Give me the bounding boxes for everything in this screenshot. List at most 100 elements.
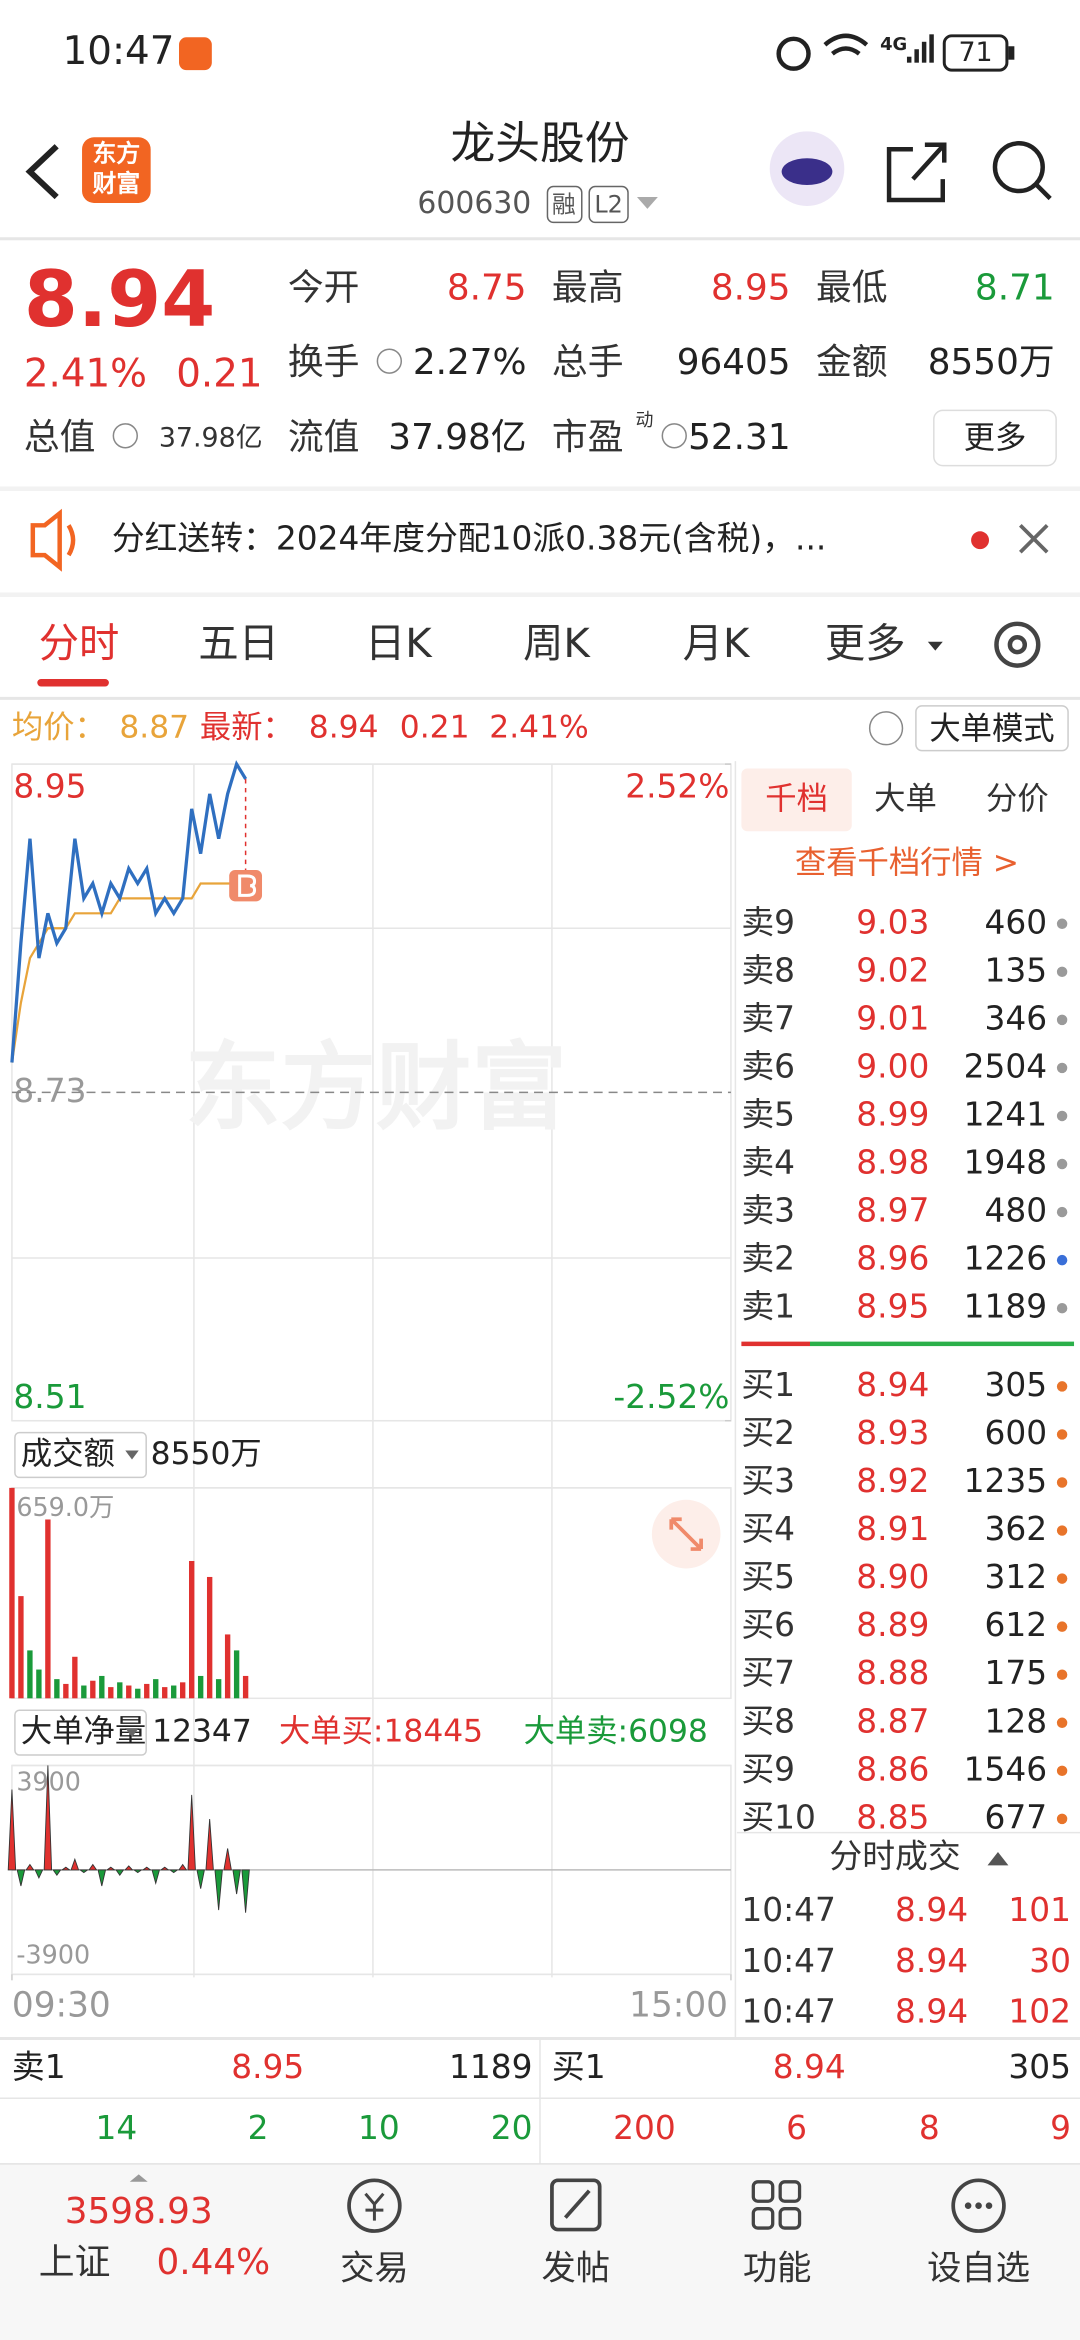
net-spike xyxy=(7,1789,17,1871)
battery-level: 71 xyxy=(958,37,992,68)
big-buy: 大单买:18445 xyxy=(279,1714,483,1750)
settings-icon[interactable] xyxy=(994,621,1041,668)
y-tick-label: 8.73 xyxy=(13,1072,86,1110)
help-icon[interactable] xyxy=(868,711,904,746)
close-button[interactable] xyxy=(1019,523,1049,554)
share-icon[interactable] xyxy=(886,142,947,203)
app-badge xyxy=(179,37,212,71)
field-label: 换手 xyxy=(288,342,360,383)
nav-label: 功能 xyxy=(743,2248,812,2288)
nav-icon[interactable] xyxy=(778,2180,802,2203)
volume-bar xyxy=(108,1687,114,1699)
logo xyxy=(82,137,151,203)
mode-button[interactable] xyxy=(915,705,1069,752)
more-button[interactable] xyxy=(933,409,1057,467)
book-label: 买7 xyxy=(741,1654,795,1692)
net-spike xyxy=(159,1866,170,1871)
book-label: 卖1 xyxy=(741,1288,795,1326)
book-dot xyxy=(1056,918,1068,929)
book-price: 8.88 xyxy=(856,1654,929,1692)
volume-bar xyxy=(180,1682,186,1699)
tab: 分时 xyxy=(39,621,120,667)
search-icon[interactable] xyxy=(992,141,1045,194)
buy-marker-glyph xyxy=(238,874,257,897)
book-dot xyxy=(1056,1525,1068,1536)
y2-tick-label: 2.52% xyxy=(625,767,729,805)
depth-tab: 千档 xyxy=(765,781,828,817)
field-label: 市盈 xyxy=(552,417,624,458)
info-icon[interactable] xyxy=(661,423,687,449)
volume-bar xyxy=(27,1650,33,1699)
net-spike xyxy=(196,1869,205,1889)
nav-icon[interactable] xyxy=(778,2207,802,2230)
signal-bar xyxy=(906,56,912,63)
y-tick-label: 8.51 xyxy=(13,1378,86,1416)
x-tick-label: 09:30 xyxy=(12,1986,111,2026)
more-button-label: 更多 xyxy=(964,420,1027,456)
bq-count: 8 xyxy=(919,2109,940,2147)
net-spike xyxy=(241,1869,250,1913)
latest-label: 最新： xyxy=(200,709,294,745)
trades-title: 分时成交 xyxy=(829,1837,960,1875)
net-selector[interactable] xyxy=(14,1709,147,1756)
net-spike xyxy=(115,1869,125,1877)
back-button[interactable] xyxy=(25,144,59,200)
book-label: 卖8 xyxy=(741,951,795,989)
signal-bar xyxy=(921,41,927,63)
volume-selector[interactable] xyxy=(14,1431,147,1479)
book-dot xyxy=(1056,1302,1068,1314)
stock-code: 600630 xyxy=(417,186,531,221)
signal-bar xyxy=(929,34,934,63)
depth-tab-active[interactable] xyxy=(741,768,852,832)
nav-icon[interactable] xyxy=(751,2180,775,2203)
book-volume: 612 xyxy=(985,1606,1048,1644)
net-spike xyxy=(205,1818,214,1871)
network-label: 4G xyxy=(880,34,907,55)
net-spike xyxy=(124,1865,134,1871)
book-price: 8.95 xyxy=(856,1288,929,1326)
nav-icon[interactable] xyxy=(550,2178,602,2232)
book-dot xyxy=(1056,1254,1068,1266)
nav-icon[interactable] xyxy=(347,2178,402,2233)
nav-icon[interactable] xyxy=(751,2207,775,2230)
nav-bar xyxy=(0,2163,1080,2340)
y-tick-label: -3900 xyxy=(16,1939,90,1969)
volume-bar xyxy=(126,1685,132,1699)
avg-value: 8.87 xyxy=(119,709,189,745)
book-price: 9.02 xyxy=(856,951,929,989)
bq-label: 卖1 xyxy=(12,2048,66,2086)
net-spike xyxy=(187,1794,196,1871)
book-volume: 2504 xyxy=(964,1047,1047,1085)
book-dot xyxy=(1056,1813,1068,1825)
section-gap xyxy=(0,486,1080,491)
tag: L2 xyxy=(594,190,622,218)
info-icon[interactable] xyxy=(376,348,403,374)
volume-bar xyxy=(72,1656,78,1699)
nav-icon-glyph xyxy=(563,2189,591,2219)
y-tick-label: 8.95 xyxy=(13,767,86,805)
depth-tab: 大单 xyxy=(874,781,937,817)
book-volume: 1235 xyxy=(964,1462,1047,1500)
book-price: 8.92 xyxy=(856,1462,929,1500)
book-price: 8.87 xyxy=(856,1702,929,1740)
book-volume: 460 xyxy=(985,903,1048,941)
book-volume: 312 xyxy=(985,1558,1048,1596)
index-name: 上证 xyxy=(39,2242,111,2283)
book-label: 买10 xyxy=(741,1798,816,1836)
price-line xyxy=(10,760,248,1063)
book-price: 8.97 xyxy=(856,1192,929,1230)
volume-bar xyxy=(206,1576,213,1699)
volume-bar xyxy=(99,1675,105,1699)
depth-tab: 分价 xyxy=(986,781,1049,817)
net-spike xyxy=(178,1863,188,1871)
field-label: 最低 xyxy=(816,268,888,309)
nav-icon-dot xyxy=(964,2202,972,2209)
nav-icon-dot xyxy=(985,2202,993,2209)
nav-icon[interactable] xyxy=(951,2178,1006,2233)
net-spike xyxy=(132,1869,143,1874)
speaker-icon xyxy=(30,508,76,572)
volume-bar xyxy=(18,1596,24,1699)
info-icon[interactable] xyxy=(112,423,138,449)
book-volume: 1546 xyxy=(964,1750,1047,1788)
index-value: 3598.93 xyxy=(65,2191,213,2232)
